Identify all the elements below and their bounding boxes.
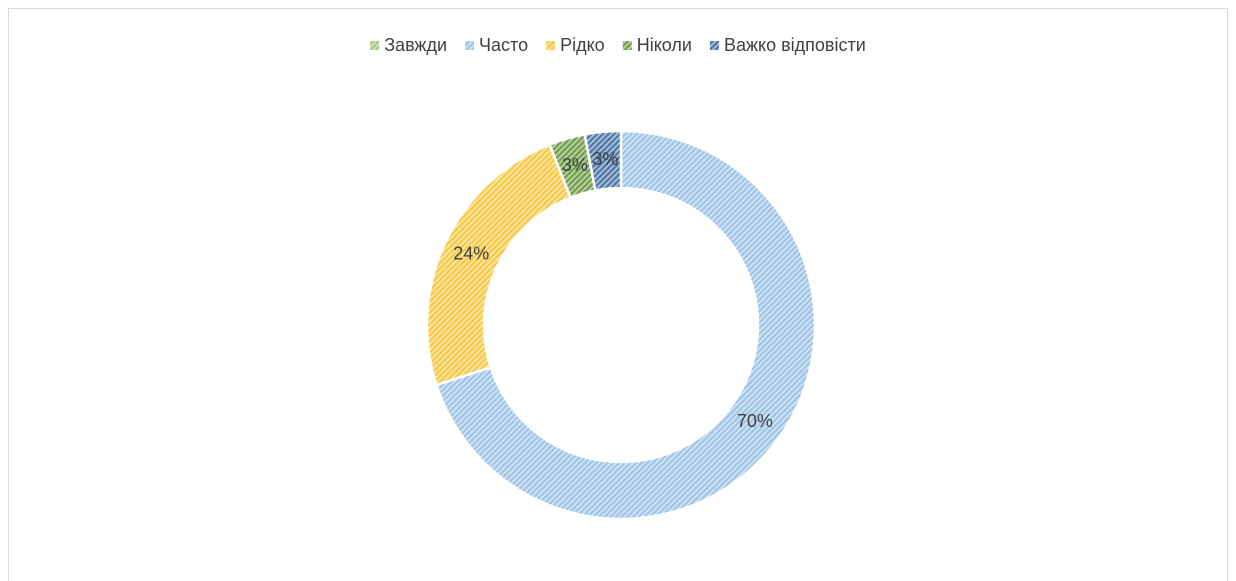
legend-label: Рідко (560, 35, 605, 55)
legend-swatch (622, 41, 632, 50)
data-label: 3% (562, 155, 588, 175)
legend-label: Часто (479, 35, 528, 55)
legend-label: Важко відповісти (724, 35, 866, 55)
donut-slice (434, 129, 817, 521)
legend-label: Ніколи (637, 35, 692, 55)
data-label: 24% (453, 243, 489, 263)
donut-slice (583, 129, 623, 192)
legend-swatch (709, 41, 719, 50)
data-label: 3% (592, 149, 618, 169)
legend-swatch (546, 41, 556, 50)
legend: Завжди Часто Рідко Ніколи Важко відповісти (370, 35, 866, 55)
legend-swatch (465, 41, 475, 50)
legend-swatch (370, 41, 380, 50)
data-label: 70% (737, 411, 773, 431)
legend-label: Завжди (384, 35, 447, 55)
